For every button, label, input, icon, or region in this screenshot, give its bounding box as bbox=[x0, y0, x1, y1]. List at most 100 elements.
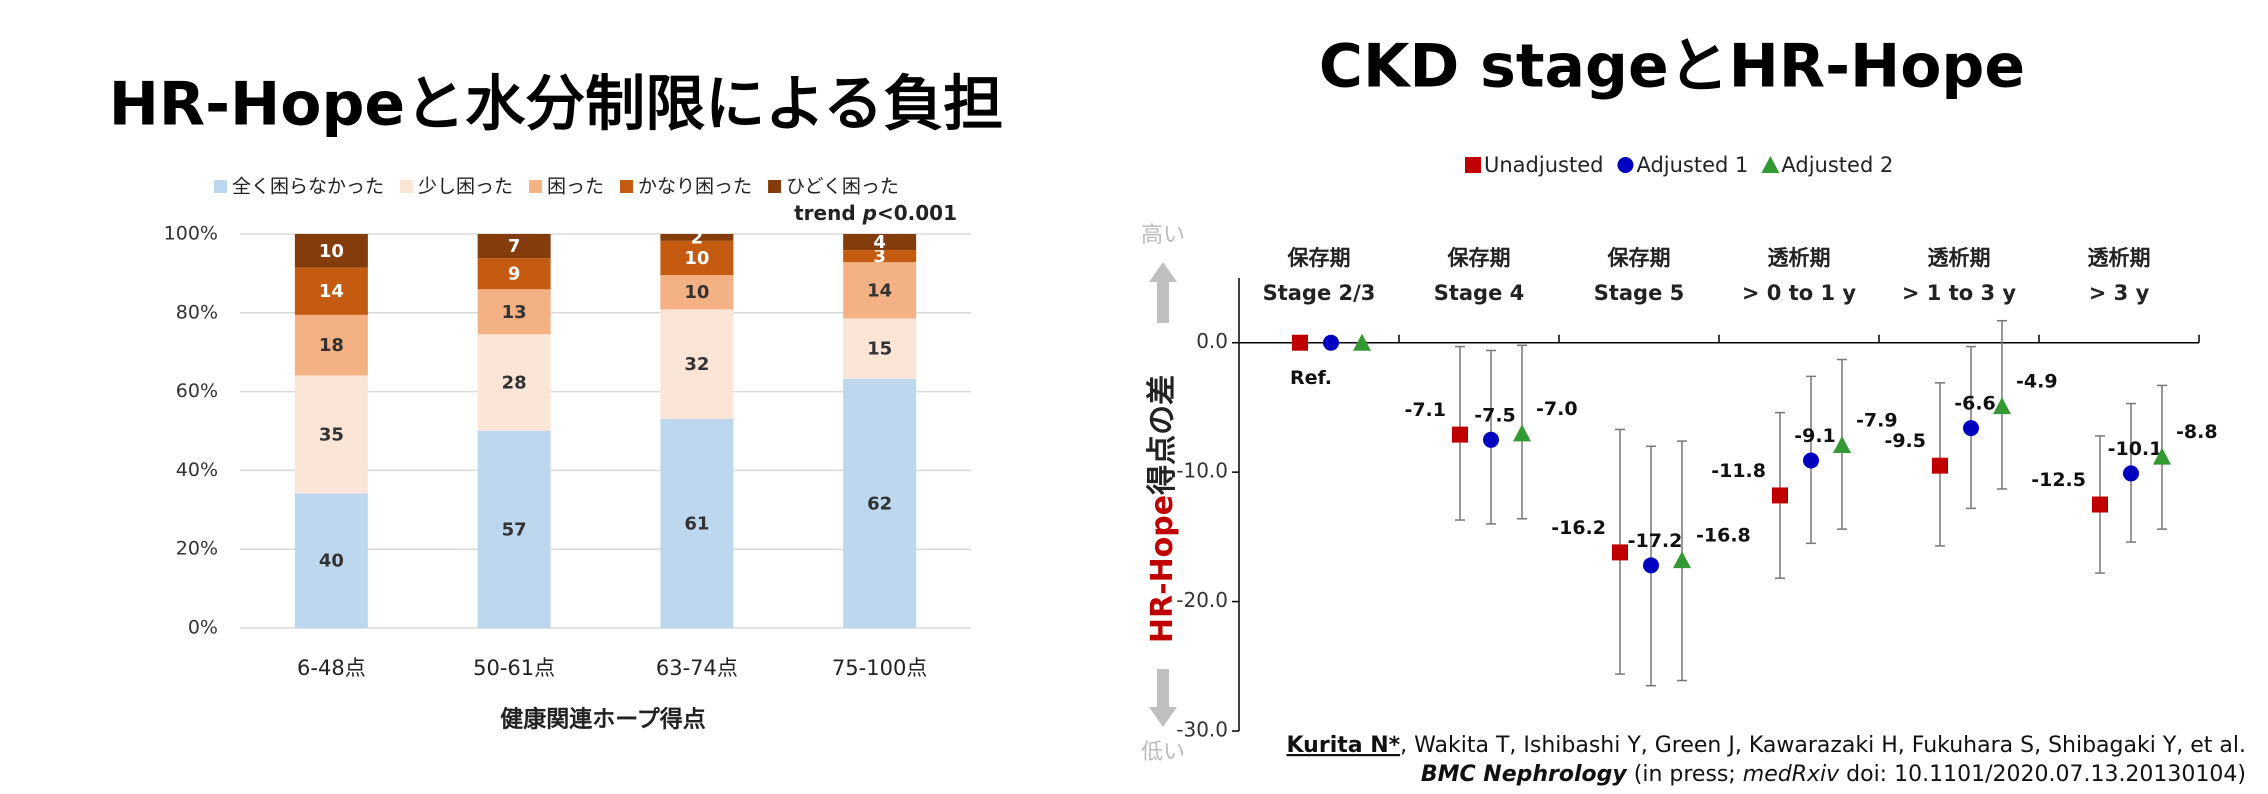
bar-segment bbox=[477, 334, 551, 431]
data-label: 18 bbox=[319, 335, 344, 356]
bar-segment bbox=[843, 262, 917, 319]
y-tick-label: 0.0 bbox=[1196, 329, 1228, 353]
point bbox=[1963, 420, 1979, 437]
x-axis-label: 健康関連ホープ得点 bbox=[500, 706, 706, 733]
bar-segment bbox=[660, 419, 734, 628]
x-tick-label: 75-100点 bbox=[832, 656, 927, 680]
group-label: Stage 5 bbox=[1594, 281, 1685, 305]
point bbox=[1803, 452, 1819, 469]
data-label: 9 bbox=[508, 264, 521, 285]
group-label: 保存期 bbox=[1287, 246, 1351, 270]
point bbox=[1993, 397, 2011, 415]
citation-part: (in press; bbox=[1627, 762, 1743, 787]
bar-segment bbox=[843, 234, 917, 251]
legend-marker bbox=[1617, 157, 1634, 173]
group-label: 透析期 bbox=[1928, 246, 1991, 270]
up-arrow bbox=[1149, 262, 1177, 323]
citation-part: , Wakita T, Ishibashi Y, Green J, Kawara… bbox=[1400, 733, 2246, 758]
x-tick-label: 6-48点 bbox=[297, 656, 366, 680]
legend-marker bbox=[1761, 156, 1780, 173]
y-label-part: 得点の差 bbox=[1145, 375, 1180, 496]
group-label: 保存期 bbox=[1447, 246, 1511, 270]
data-label: -7.9 bbox=[1856, 409, 1898, 431]
point bbox=[1833, 435, 1851, 453]
data-label: 32 bbox=[684, 354, 709, 375]
data-label: 10 bbox=[684, 282, 709, 303]
point bbox=[1292, 334, 1308, 351]
data-label: -9.1 bbox=[1794, 425, 1836, 447]
point bbox=[1353, 333, 1371, 351]
legend-label: 全く困らなかった bbox=[232, 176, 384, 198]
legend-label: Unadjusted bbox=[1484, 153, 1603, 177]
data-label: -10.1 bbox=[2108, 438, 2163, 460]
y-tick-label: -10.0 bbox=[1176, 459, 1228, 483]
bar-segment bbox=[843, 250, 917, 263]
data-label: 15 bbox=[867, 339, 892, 360]
annotation-part: <0.001 bbox=[877, 201, 957, 225]
data-label: 40 bbox=[319, 551, 344, 572]
data-label: -17.2 bbox=[1628, 530, 1683, 552]
data-label: 10 bbox=[319, 241, 344, 262]
y-tick-label: 100% bbox=[164, 223, 218, 245]
y-tick-label: -20.0 bbox=[1176, 588, 1228, 612]
group-label: > 3 y bbox=[2089, 281, 2150, 305]
citation-part: doi: 10.1101/2020.07.13.20130104) bbox=[1839, 762, 2246, 787]
legend-label: 困った bbox=[547, 176, 604, 198]
point bbox=[2123, 465, 2139, 482]
point bbox=[1932, 457, 1948, 474]
data-label: -7.5 bbox=[1474, 404, 1516, 426]
point bbox=[1673, 551, 1691, 569]
data-label: 7 bbox=[508, 236, 521, 257]
ref-label: Ref. bbox=[1290, 367, 1332, 389]
data-label: -6.6 bbox=[1954, 393, 1996, 415]
point bbox=[1483, 431, 1499, 448]
data-label: -4.9 bbox=[2016, 371, 2058, 393]
point bbox=[2153, 447, 2171, 465]
bar-segment bbox=[294, 493, 368, 628]
low-label: 低い bbox=[1141, 740, 1185, 765]
x-tick-label: 50-61点 bbox=[473, 656, 555, 680]
legend-marker bbox=[1465, 157, 1481, 173]
data-label: -12.5 bbox=[2031, 469, 2086, 491]
y-tick-label: 60% bbox=[176, 380, 218, 402]
data-label: 10 bbox=[684, 248, 709, 269]
high-label: 高い bbox=[1141, 223, 1185, 248]
chart-title: HR-Hopeと水分制限による負担 bbox=[109, 70, 1004, 140]
point bbox=[1323, 334, 1339, 351]
bar-segment bbox=[477, 234, 551, 259]
data-label: -8.8 bbox=[2176, 421, 2218, 443]
bar-segment bbox=[294, 267, 368, 315]
data-label: -16.8 bbox=[1696, 525, 1751, 547]
bar-segment bbox=[294, 375, 368, 494]
annotation-part: p bbox=[862, 201, 877, 225]
point bbox=[1612, 544, 1628, 561]
group-label: > 1 to 3 y bbox=[1902, 281, 2017, 305]
legend-swatch bbox=[620, 180, 634, 193]
group-label: > 0 to 1 y bbox=[1742, 281, 1857, 305]
point bbox=[1643, 557, 1659, 574]
citation-part: medRxiv bbox=[1743, 762, 1840, 787]
data-label: 28 bbox=[502, 373, 527, 394]
group-label: 透析期 bbox=[1768, 246, 1831, 270]
point bbox=[1513, 424, 1531, 442]
data-label: 61 bbox=[684, 514, 709, 535]
bar-segment bbox=[660, 240, 734, 276]
legend-swatch bbox=[214, 180, 227, 193]
legend-label: かなり困った bbox=[638, 176, 752, 198]
point bbox=[1772, 487, 1788, 504]
y-tick-label: 0% bbox=[188, 617, 218, 639]
bar-segment bbox=[294, 314, 368, 376]
citation-line: Kurita N*, Wakita T, Ishibashi Y, Green … bbox=[1287, 733, 2246, 758]
group-label: Stage 4 bbox=[1434, 281, 1525, 305]
data-label: -7.1 bbox=[1404, 399, 1446, 421]
data-label: -9.5 bbox=[1884, 430, 1926, 452]
chart-title: CKD stageとHR-Hope bbox=[1319, 32, 2025, 102]
bar-segment bbox=[477, 258, 551, 290]
bar-segment bbox=[294, 234, 368, 268]
y-axis-label: HR-Hope得点の差 bbox=[1145, 375, 1180, 643]
legend-label: ひどく困った bbox=[786, 176, 899, 198]
bar-segment bbox=[660, 275, 734, 310]
y-tick-label: 40% bbox=[176, 459, 218, 481]
group-label: 保存期 bbox=[1607, 246, 1671, 270]
